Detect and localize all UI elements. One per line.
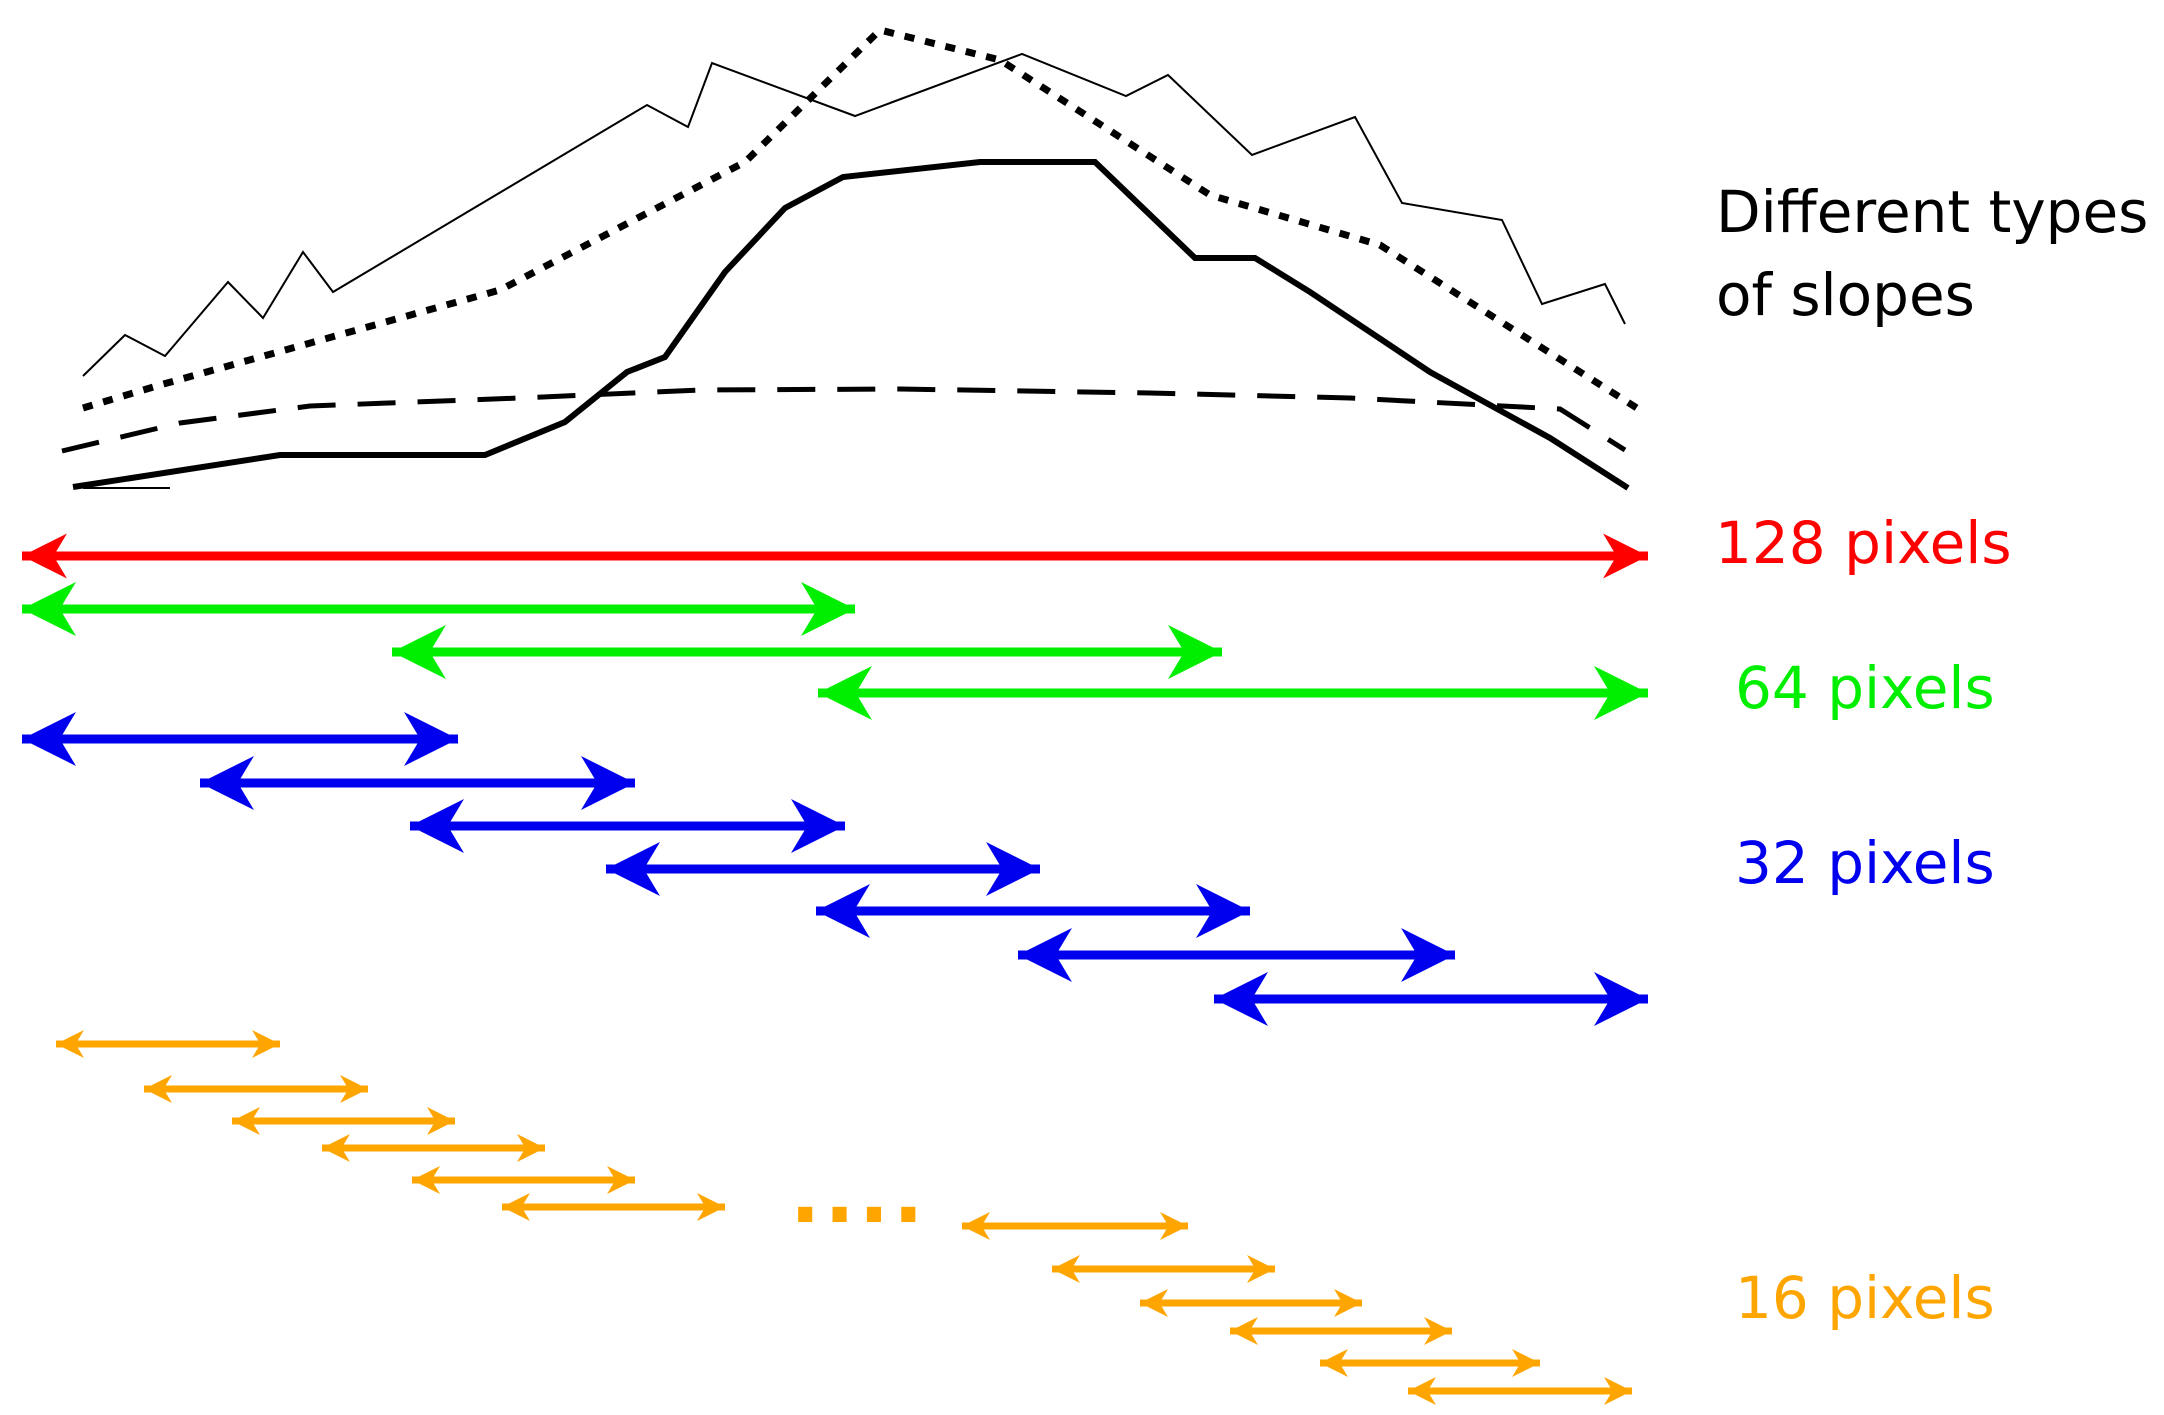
dotted-slope [81, 26, 1642, 413]
label-128-pixels: 128 pixels [1715, 509, 2012, 577]
label-64-pixels: 64 pixels [1735, 654, 1995, 722]
thin-jagged-slope [82, 52, 1626, 377]
title-line-1: Different types [1716, 178, 2148, 246]
label-16-pixels: 16 pixels [1735, 1264, 1995, 1332]
arrows-16-pixels [56, 1030, 1632, 1405]
dashed-slope [61, 386, 1627, 454]
arrows-64-pixels [22, 582, 1648, 720]
solid-slope [72, 159, 1630, 491]
ellipsis: .... [790, 1148, 928, 1241]
title-line-2: of slopes [1716, 261, 1975, 329]
slope-curves [61, 26, 1642, 491]
arrows-32-pixels [22, 712, 1648, 1026]
label-32-pixels: 32 pixels [1735, 829, 1995, 897]
